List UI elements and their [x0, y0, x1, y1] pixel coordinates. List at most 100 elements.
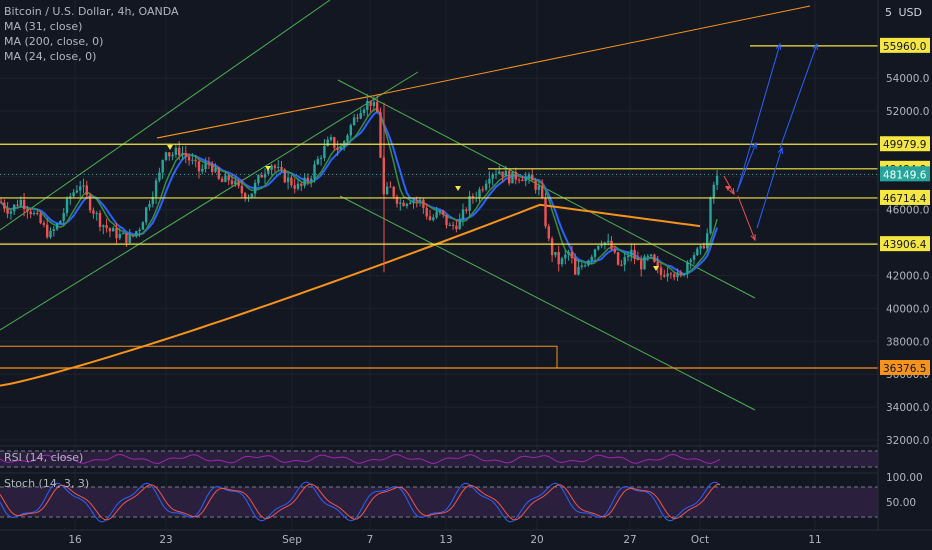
- candle-body: [560, 258, 564, 265]
- candle-body: [220, 178, 224, 183]
- candle-body: [385, 186, 389, 195]
- candle-body: [217, 168, 220, 179]
- candle-body: [673, 274, 676, 278]
- candle-body: [517, 179, 521, 181]
- candle-body: [435, 212, 438, 218]
- candle-body: [72, 192, 75, 197]
- candle-body: [633, 249, 636, 259]
- candle-body: [465, 209, 468, 211]
- price-tick-label: 34000.0: [886, 402, 929, 414]
- candle-body: [659, 267, 663, 276]
- time-tick-label: 13: [439, 534, 452, 546]
- candle-body: [458, 219, 461, 230]
- ma24-line: [0, 108, 718, 276]
- level-tag-bg: [880, 37, 930, 53]
- candle-body: [138, 229, 141, 232]
- level-tag-bg: [880, 189, 930, 205]
- candle-body: [105, 225, 108, 229]
- rsi-pane: [0, 445, 878, 468]
- candle-body: [207, 163, 211, 165]
- candle-body: [402, 202, 405, 207]
- stoch-d-line: [0, 483, 721, 521]
- price-tick-label: 38000.0: [886, 336, 929, 348]
- candle-body: [541, 185, 544, 198]
- candle-body: [168, 152, 171, 157]
- candle-body: [141, 222, 145, 230]
- candle-body: [481, 189, 484, 191]
- candle-body: [79, 186, 82, 191]
- rsi-label[interactable]: RSI (14, close): [4, 451, 84, 464]
- ma31-label[interactable]: MA (31, close): [4, 20, 83, 33]
- candle-body: [630, 249, 633, 257]
- candle-body: [676, 272, 679, 278]
- stoch-band: [0, 487, 878, 517]
- candle-body: [230, 180, 234, 185]
- candle-body: [369, 100, 372, 106]
- candle-body: [620, 264, 623, 266]
- candle-body: [19, 199, 22, 206]
- candle-body: [501, 171, 504, 177]
- candle-body: [653, 254, 656, 262]
- price-tick-label: 32000.0: [886, 435, 929, 447]
- candle-body: [706, 233, 709, 249]
- arrow-head: [751, 141, 757, 150]
- candle-body: [95, 213, 98, 215]
- candle-body: [125, 233, 128, 243]
- level-tag-bg: [880, 236, 930, 252]
- candle-body: [277, 166, 280, 168]
- candle-body: [253, 182, 257, 194]
- ma200-label[interactable]: MA (200, close, 0): [4, 35, 104, 48]
- candle-body: [537, 185, 541, 190]
- candle-body: [333, 137, 336, 148]
- candle-body: [234, 180, 237, 185]
- ma24-label[interactable]: MA (24, close, 0): [4, 50, 97, 63]
- candle-body: [574, 257, 577, 275]
- candle-body: [6, 208, 9, 214]
- candle-body: [227, 175, 230, 181]
- rsi-band: [0, 451, 878, 467]
- candle-body: [240, 185, 244, 194]
- candle-body: [154, 180, 158, 197]
- candle-body: [290, 177, 293, 186]
- chart-grid: [0, 0, 878, 530]
- stoch-label[interactable]: Stoch (14, 3, 3): [4, 477, 90, 490]
- stoch-k-line: [0, 481, 721, 523]
- candle-body: [696, 248, 699, 256]
- candle-body: [65, 198, 69, 214]
- candle-body: [442, 210, 445, 215]
- candle-body: [49, 230, 52, 238]
- candle-body: [590, 256, 593, 261]
- candle-body: [244, 193, 247, 199]
- candle-body: [280, 166, 283, 170]
- candle-body: [52, 229, 55, 231]
- candle-body: [679, 272, 682, 276]
- level-tag: 36376.5: [883, 363, 926, 375]
- candle-body: [669, 273, 673, 275]
- stoch-tick-label: 100.00: [886, 472, 923, 484]
- candle-body: [181, 152, 184, 156]
- ma31-line: [0, 110, 719, 276]
- candle-body: [468, 196, 471, 211]
- price-tick-label: 54000.0: [886, 73, 929, 85]
- candle-body: [646, 255, 649, 257]
- time-tick-label: Oct: [691, 534, 709, 546]
- candle-body: [715, 175, 719, 185]
- time-tick-label: Sep: [282, 534, 302, 546]
- price-levels: [0, 45, 878, 369]
- candle-body: [237, 180, 240, 186]
- candle-body: [36, 212, 39, 214]
- candle-body: [471, 196, 475, 198]
- candle-body: [649, 254, 653, 256]
- candle-body: [346, 135, 349, 142]
- currency-label[interactable]: USD: [898, 6, 922, 19]
- candle-body: [135, 231, 138, 236]
- symbol-title: Bitcoin / U.S. Dollar, 4h, OANDA: [4, 5, 179, 18]
- stoch-tick-label: 50.00: [886, 497, 916, 509]
- candle-body: [191, 159, 194, 161]
- level-tag-bg: [880, 136, 930, 152]
- candle-body: [412, 200, 415, 203]
- stoch-pane: [0, 472, 878, 523]
- candles: [0, 93, 731, 282]
- candle-body: [570, 251, 574, 258]
